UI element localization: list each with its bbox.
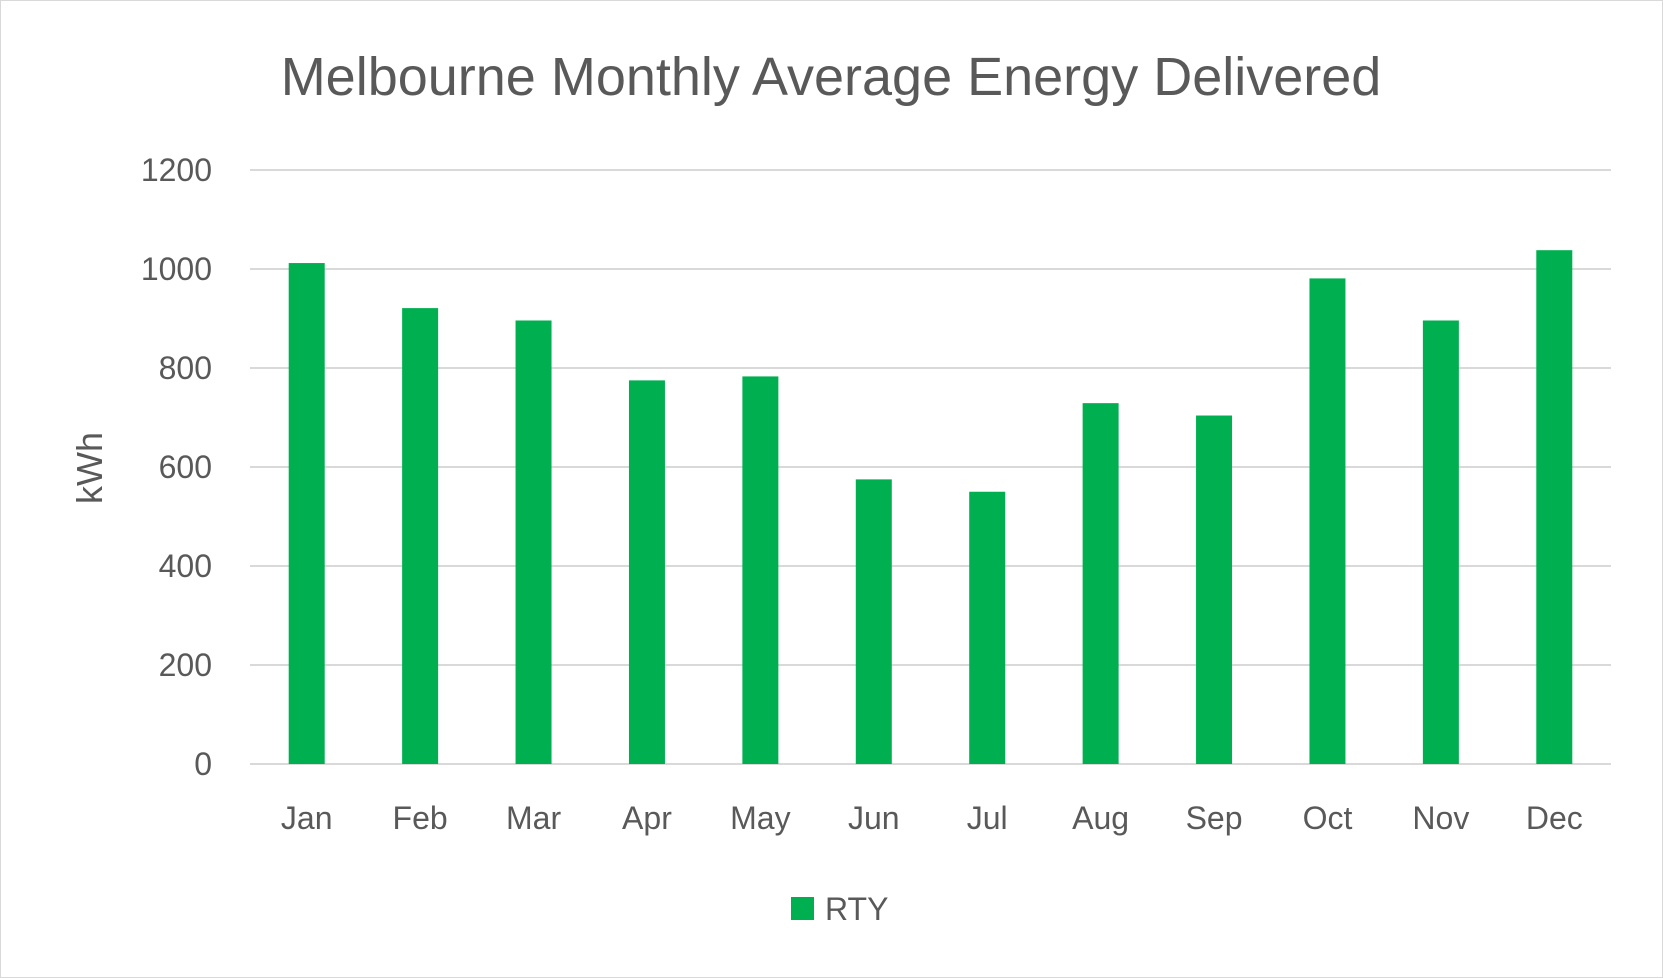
bar-jun — [855, 479, 892, 764]
x-tick-label-nov: Nov — [1412, 800, 1469, 836]
y-tick-label: 200 — [159, 647, 212, 683]
x-tick-label-feb: Feb — [393, 800, 448, 836]
bar-mar — [515, 320, 552, 764]
x-tick-label-sep: Sep — [1186, 800, 1243, 836]
y-tick-label: 1000 — [141, 251, 212, 287]
bar-jul — [969, 491, 1006, 764]
legend: RTY — [791, 891, 888, 927]
bar-nov — [1422, 320, 1459, 764]
bar-may — [742, 376, 779, 764]
bar-feb — [402, 308, 439, 764]
bar-jan — [288, 263, 325, 764]
legend-label-rty: RTY — [825, 891, 888, 927]
x-tick-label-mar: Mar — [506, 800, 561, 836]
bar-apr — [628, 380, 665, 764]
x-tick-label-aug: Aug — [1072, 800, 1129, 836]
bar-aug — [1082, 403, 1119, 764]
x-tick-label-jan: Jan — [281, 800, 333, 836]
gridlines — [250, 169, 1611, 765]
x-tick-label-dec: Dec — [1526, 800, 1583, 836]
y-axis-tick-labels: 0 200 400 600 800 1000 1200 — [141, 152, 212, 782]
bar-dec — [1536, 250, 1573, 764]
y-tick-label: 400 — [159, 548, 212, 584]
y-axis-title: kWh — [69, 432, 110, 504]
x-tick-label-jul: Jul — [967, 800, 1008, 836]
x-axis-tick-labels: Jan Feb Mar Apr May Jun Jul Aug Sep Oct Nov Dec — [281, 800, 1583, 836]
legend-swatch-rty — [791, 897, 814, 920]
y-tick-label: 600 — [159, 449, 212, 485]
y-tick-label: 800 — [159, 350, 212, 386]
bars — [288, 250, 1573, 764]
x-tick-label-apr: Apr — [622, 800, 672, 836]
x-tick-label-may: May — [730, 800, 790, 836]
x-tick-label-jun: Jun — [848, 800, 900, 836]
x-tick-label-oct: Oct — [1303, 800, 1353, 836]
chart-title: Melbourne Monthly Average Energy Deliver… — [281, 47, 1382, 107]
bar-oct — [1309, 278, 1346, 764]
y-tick-label: 0 — [194, 746, 212, 782]
bar-sep — [1196, 415, 1233, 764]
y-tick-label: 1200 — [141, 152, 212, 188]
